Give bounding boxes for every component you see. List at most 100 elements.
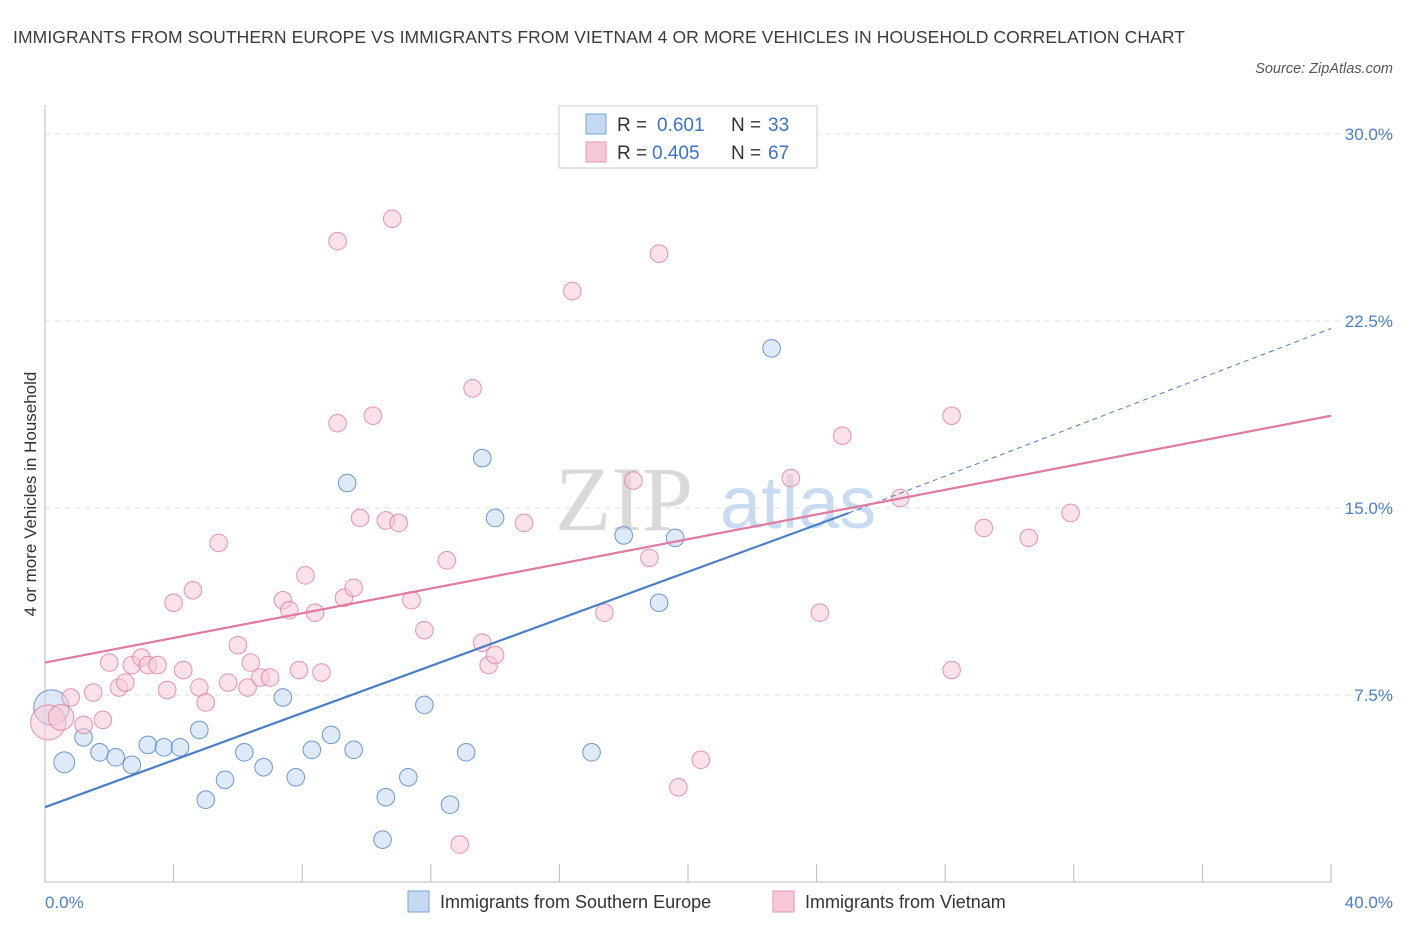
vietnam-point-13[interactable] xyxy=(157,680,177,700)
vietnam-point-61[interactable] xyxy=(942,406,961,426)
southern-europe-point-7[interactable] xyxy=(154,738,174,757)
southern-europe-point-22[interactable] xyxy=(398,767,418,787)
southern-europe-point-3[interactable] xyxy=(90,743,109,762)
vietnam-point-56[interactable] xyxy=(691,750,711,770)
southern-europe-trend-extension xyxy=(848,328,1332,514)
vietnam-point-23[interactable] xyxy=(241,653,261,672)
southern-europe-point-31[interactable] xyxy=(665,528,685,548)
vietnam-point-64[interactable] xyxy=(1019,528,1039,548)
southern-europe-point-32[interactable] xyxy=(762,339,781,358)
southern-europe-point-26[interactable] xyxy=(472,448,492,468)
y-tick-label-0: 7.5% xyxy=(1354,686,1393,705)
vietnam-point-31[interactable] xyxy=(312,663,331,682)
southern-europe-point-27[interactable] xyxy=(485,508,505,528)
southern-europe-point-13[interactable] xyxy=(254,758,273,777)
vietnam-point-62[interactable] xyxy=(942,660,961,680)
vietnam-point-36[interactable] xyxy=(350,508,370,528)
vietnam-point-57[interactable] xyxy=(781,468,801,488)
x-tick-label-min: 0.0% xyxy=(45,893,84,912)
vietnam-point-63[interactable] xyxy=(974,518,994,538)
vietnam-point-49[interactable] xyxy=(450,835,470,854)
vietnam-point-20[interactable] xyxy=(218,673,238,692)
vietnam-point-59[interactable] xyxy=(833,426,852,445)
vietnam-point-19[interactable] xyxy=(209,533,228,553)
vietnam-point-29[interactable] xyxy=(296,566,315,585)
southern-europe-point-20[interactable] xyxy=(373,830,392,849)
series-legend-label-southern-europe[interactable]: Immigrants from Southern Europe xyxy=(440,892,711,912)
southern-europe-point-8[interactable] xyxy=(170,738,190,757)
vietnam-point-35[interactable] xyxy=(344,578,363,598)
vietnam-point-15[interactable] xyxy=(173,660,193,680)
vietnam-point-4[interactable] xyxy=(83,683,103,702)
vietnam-point-14[interactable] xyxy=(164,593,183,613)
vietnam-point-1[interactable] xyxy=(47,704,75,731)
southern-europe-point-5[interactable] xyxy=(122,755,142,775)
vietnam-point-32[interactable] xyxy=(328,231,347,251)
southern-europe-point-30[interactable] xyxy=(649,593,669,613)
southern-europe-point-1[interactable] xyxy=(53,751,76,774)
vietnam-point-28[interactable] xyxy=(289,660,309,680)
vietnam-point-45[interactable] xyxy=(472,633,492,652)
southern-europe-point-4[interactable] xyxy=(106,748,126,767)
vietnam-point-18[interactable] xyxy=(196,693,216,712)
vietnam-point-33[interactable] xyxy=(328,413,347,433)
southern-europe-point-16[interactable] xyxy=(302,740,322,760)
series-legend-label-vietnam[interactable]: Immigrants from Vietnam xyxy=(805,892,1006,912)
vietnam-point-37[interactable] xyxy=(363,406,383,426)
southern-europe-point-14[interactable] xyxy=(273,688,293,707)
southern-europe-point-15[interactable] xyxy=(286,767,306,787)
x-axis-ticks xyxy=(44,864,1332,882)
southern-europe-point-11[interactable] xyxy=(215,770,235,790)
southern-europe-point-29[interactable] xyxy=(614,526,634,545)
southern-europe-point-12[interactable] xyxy=(235,743,254,762)
southern-europe-point-17[interactable] xyxy=(321,725,341,745)
series-legend: Immigrants from Southern Europe Immigran… xyxy=(407,890,1006,913)
southern-europe-point-28[interactable] xyxy=(582,743,601,762)
stats-legend-n-label-1: N = xyxy=(731,115,761,136)
southern-europe-point-6[interactable] xyxy=(138,735,158,755)
vietnam-point-50[interactable] xyxy=(562,281,582,301)
vietnam-point-39[interactable] xyxy=(382,209,402,229)
vietnam-point-55[interactable] xyxy=(669,777,688,797)
southern-europe-point-19[interactable] xyxy=(337,473,357,493)
vietnam-point-47[interactable] xyxy=(485,645,505,665)
southern-europe-point-23[interactable] xyxy=(415,695,434,715)
southern-europe-point-18[interactable] xyxy=(344,740,363,760)
vietnam-point-48[interactable] xyxy=(514,513,534,533)
stats-legend-n-value-2: 67 xyxy=(768,143,789,164)
vietnam-point-5[interactable] xyxy=(93,710,113,730)
vietnam-point-42[interactable] xyxy=(415,620,434,640)
vietnam-point-2[interactable] xyxy=(61,688,81,707)
grid-lines xyxy=(45,133,1391,696)
vietnam-point-40[interactable] xyxy=(389,513,408,533)
series-legend-swatch-vietnam[interactable] xyxy=(772,890,795,913)
vietnam-point-53[interactable] xyxy=(640,548,659,568)
vietnam-point-54[interactable] xyxy=(649,244,669,263)
chart-title: IMMIGRANTS FROM SOUTHERN EUROPE VS IMMIG… xyxy=(13,27,1186,47)
southern-europe-point-24[interactable] xyxy=(440,795,460,815)
y-tick-label-2: 22.5% xyxy=(1345,312,1393,331)
stats-legend-r-value-1: 0.601 xyxy=(657,115,705,136)
vietnam-point-51[interactable] xyxy=(595,603,614,623)
stats-legend-n-value-1: 33 xyxy=(768,115,789,136)
vietnam-point-3[interactable] xyxy=(74,715,93,735)
southern-europe-point-10[interactable] xyxy=(190,720,209,740)
vietnam-point-65[interactable] xyxy=(1061,503,1080,523)
vietnam-point-58[interactable] xyxy=(810,603,830,623)
southern-europe-point-25[interactable] xyxy=(456,743,476,762)
vietnam-point-52[interactable] xyxy=(624,471,643,490)
series-legend-swatch-southern-europe[interactable] xyxy=(407,890,430,913)
vietnam-point-16[interactable] xyxy=(183,580,203,600)
vietnam-point-22[interactable] xyxy=(238,678,257,697)
vietnam-point-21[interactable] xyxy=(228,635,248,655)
vietnam-point-8[interactable] xyxy=(116,673,135,692)
vietnam-point-43[interactable] xyxy=(437,551,457,570)
southern-europe-point-9[interactable] xyxy=(196,790,216,810)
data-points xyxy=(30,209,1080,854)
vietnam-point-6[interactable] xyxy=(100,653,119,672)
vietnam-point-25[interactable] xyxy=(260,668,280,687)
vietnam-point-44[interactable] xyxy=(463,379,482,398)
stats-legend-r-value-2: 0.405 xyxy=(652,143,700,164)
southern-europe-point-21[interactable] xyxy=(376,787,396,807)
vietnam-point-12[interactable] xyxy=(148,655,167,675)
